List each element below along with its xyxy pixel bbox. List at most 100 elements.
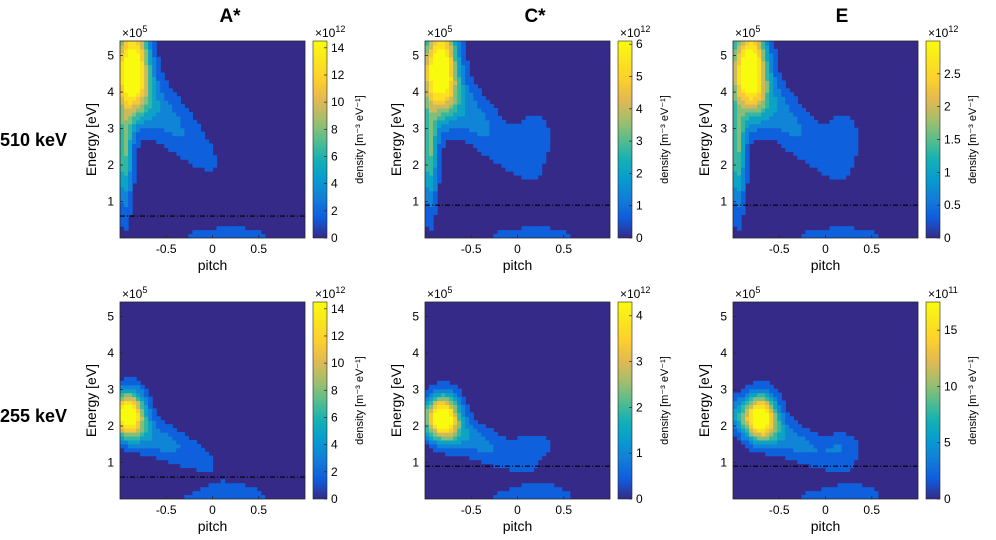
heatmap-cell [469, 119, 474, 125]
heatmap-cell [144, 428, 149, 433]
heatmap-cell [128, 96, 133, 101]
heatmap-cell [128, 76, 133, 81]
heatmap-cell [769, 76, 774, 81]
heatmap-cell [128, 80, 133, 85]
heatmap-cell [757, 107, 762, 113]
heatmap-cell [216, 230, 222, 235]
heatmap-cell [825, 234, 831, 238]
heatmap-cell [172, 139, 177, 145]
colorbar-tick-label: 8 [331, 122, 338, 136]
heatmap-cell [437, 76, 442, 81]
heatmap-cell [497, 435, 503, 441]
heatmap-cell [156, 96, 161, 101]
heatmap-cell [741, 60, 746, 66]
heatmap-cell [733, 104, 738, 109]
heatmap-cell [136, 44, 141, 50]
heatmap-cell [497, 443, 503, 449]
heatmap-cell [517, 230, 523, 235]
heatmap-cell [140, 92, 145, 97]
heatmap-cell [184, 147, 189, 152]
heatmap-cell [773, 428, 778, 433]
heatmap-cell [445, 68, 450, 74]
heatmap-cell [164, 143, 169, 148]
heatmap-cell [429, 171, 434, 176]
heatmap-cell [433, 60, 438, 66]
heatmap-cell [144, 404, 149, 409]
heatmap-cell [120, 123, 125, 129]
heatmap-cell [457, 111, 462, 117]
heatmap-cell [513, 127, 519, 133]
heatmap-cell [525, 483, 531, 488]
heatmap-cell [501, 455, 507, 461]
heatmap-cell [797, 139, 802, 145]
heatmap-cell [148, 439, 153, 445]
heatmap-cell [849, 127, 855, 133]
heatmap-cell [461, 412, 466, 417]
heatmap-cell [140, 68, 145, 74]
heatmap-cell [465, 432, 470, 437]
heatmap-cell [525, 163, 531, 168]
heatmap-cell [212, 159, 218, 164]
heatmap-cell [745, 115, 750, 121]
heatmap-cell [761, 104, 766, 109]
heatmap-cell [140, 119, 145, 125]
heatmap-cell [465, 111, 470, 117]
heatmap-cell [156, 131, 161, 137]
heatmap-cell [761, 435, 766, 441]
heatmap-cell [497, 491, 503, 496]
heatmap-cell [200, 451, 206, 457]
heatmap-cell [453, 100, 458, 105]
heatmap-cell [216, 495, 222, 499]
heatmap-cell [461, 420, 466, 425]
heatmap-cell [128, 100, 133, 105]
heatmap-cell [136, 48, 141, 54]
heatmap-cell [469, 447, 474, 453]
heatmap-cell [236, 226, 242, 231]
heatmap-cell [433, 171, 438, 176]
heatmap-cell [533, 151, 539, 156]
heatmap-cell [136, 68, 141, 74]
heatmap-cell [441, 115, 446, 121]
heatmap-cell [449, 131, 454, 137]
heatmap-cell [128, 439, 133, 445]
heatmap-cell [789, 92, 794, 97]
heatmap-cell [196, 139, 202, 145]
heatmap-cell [192, 234, 198, 238]
heatmap-cell [509, 495, 515, 499]
heatmap-cell [769, 68, 774, 74]
heatmap-cell [449, 127, 454, 133]
heatmap-cell [749, 420, 754, 425]
heatmap-cell [124, 198, 129, 204]
heatmap-cell [837, 163, 843, 168]
heatmap-cell [124, 159, 129, 164]
colorbar-tick-label: 4 [636, 102, 643, 116]
heatmap-cell [829, 147, 835, 152]
heatmap-cell [817, 135, 823, 141]
heatmap-cell [789, 143, 794, 148]
heatmap-cell [449, 84, 454, 89]
heatmap-cell [785, 435, 790, 441]
colorbar-tick-label: 14 [331, 302, 345, 316]
heatmap-cell [196, 234, 202, 238]
heatmap-cell [140, 435, 145, 441]
x-axis-label: pitch [811, 518, 841, 534]
heatmap-cell [124, 428, 129, 433]
heatmap-cell [140, 443, 145, 449]
heatmap-cell [236, 495, 242, 499]
heatmap-cell [449, 424, 454, 429]
heatmap-cell [208, 459, 214, 465]
heatmap-cell [188, 111, 193, 117]
heatmap-cell [777, 400, 782, 406]
heatmap-cell [737, 139, 742, 145]
heatmap-cell [433, 182, 438, 188]
heatmap-cell [485, 447, 490, 453]
heatmap-cell [425, 171, 430, 176]
heatmap-cell [753, 76, 758, 81]
heatmap-cell [128, 432, 133, 437]
heatmap-cell [537, 483, 543, 488]
heatmap-cell [521, 435, 527, 441]
heatmap-cell [841, 467, 847, 473]
heatmap-cell [192, 159, 198, 164]
heatmap-cell [541, 143, 547, 148]
heatmap-cell [849, 459, 855, 465]
